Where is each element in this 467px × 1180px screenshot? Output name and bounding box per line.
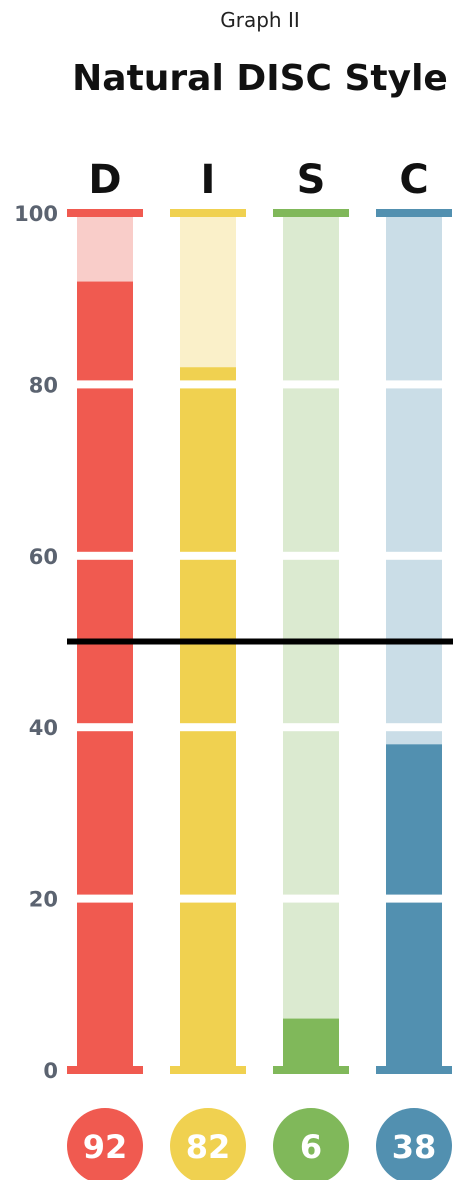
bar-i bbox=[180, 367, 236, 1070]
grid-gap bbox=[282, 723, 340, 732]
score-circle-i bbox=[170, 1108, 246, 1180]
grid-gap bbox=[179, 723, 237, 732]
bar-cap-top-d bbox=[67, 209, 143, 217]
grid-gap bbox=[385, 723, 443, 732]
grid-gap bbox=[282, 380, 340, 389]
score-label-s: 6 bbox=[300, 1128, 322, 1166]
chart-title: Natural DISC Style bbox=[72, 58, 448, 99]
score-label-i: 82 bbox=[186, 1128, 231, 1166]
column-header-d: D bbox=[88, 157, 121, 203]
column-header-i: I bbox=[201, 157, 216, 203]
y-tick-label: 60 bbox=[29, 545, 58, 569]
score-label-d: 92 bbox=[83, 1128, 128, 1166]
grid-gap bbox=[179, 894, 237, 903]
column-header-c: C bbox=[399, 157, 428, 203]
bar-cap-top-c bbox=[376, 209, 452, 217]
score-circle-d bbox=[67, 1108, 143, 1180]
grid-gap bbox=[385, 551, 443, 560]
chart-subtitle: Graph II bbox=[220, 8, 300, 32]
midline-50 bbox=[67, 638, 453, 645]
score-label-c: 38 bbox=[392, 1128, 437, 1166]
column-header-s: S bbox=[297, 157, 326, 203]
grid-gap bbox=[76, 380, 134, 389]
y-tick-label: 80 bbox=[29, 373, 58, 397]
bar-cap-top-s bbox=[273, 209, 349, 217]
bar-cap-bottom-i bbox=[170, 1066, 246, 1074]
bar-cap-bottom-c bbox=[376, 1066, 452, 1074]
bar-c bbox=[386, 744, 442, 1070]
y-tick-label: 0 bbox=[43, 1059, 58, 1083]
score-circle-s bbox=[273, 1108, 349, 1180]
y-tick-label: 100 bbox=[14, 202, 58, 226]
bar-cap-bottom-s bbox=[273, 1066, 349, 1074]
grid-gap bbox=[282, 551, 340, 560]
bar-cap-bottom-d bbox=[67, 1066, 143, 1074]
grid-gap bbox=[179, 380, 237, 389]
bar-s bbox=[283, 1018, 339, 1070]
grid-gap bbox=[179, 551, 237, 560]
grid-gap bbox=[385, 380, 443, 389]
bar-d bbox=[77, 281, 133, 1070]
grid-gap bbox=[76, 894, 134, 903]
grid-gap bbox=[76, 723, 134, 732]
grid-gap bbox=[385, 894, 443, 903]
bar-cap-top-i bbox=[170, 209, 246, 217]
grid-gap bbox=[76, 551, 134, 560]
grid-gap bbox=[282, 894, 340, 903]
score-circle-c bbox=[376, 1108, 452, 1180]
y-tick-label: 20 bbox=[29, 888, 58, 912]
y-tick-label: 40 bbox=[29, 716, 58, 740]
